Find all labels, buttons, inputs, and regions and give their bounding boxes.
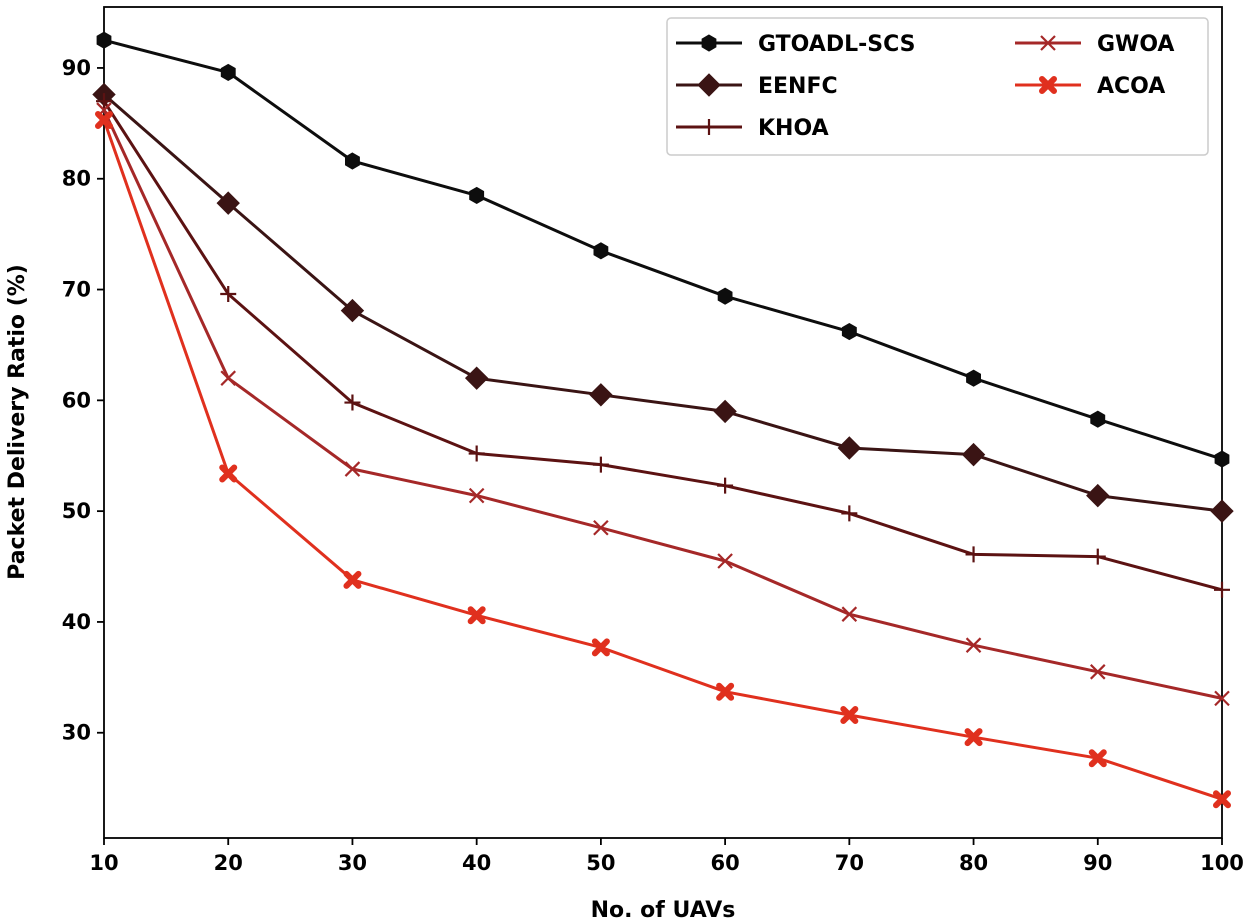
legend-entry-gtoadl-scs: GTOADL-SCS bbox=[676, 32, 915, 57]
data-point-gwoa bbox=[468, 487, 485, 504]
data-point-khoa bbox=[965, 546, 982, 563]
legend-label-gwoa: GWOA bbox=[1097, 32, 1174, 57]
data-point-gwoa bbox=[1090, 664, 1106, 680]
data-point-gwoa bbox=[841, 606, 858, 622]
legend-entry-gwoa: GWOA bbox=[1015, 32, 1174, 57]
x-tick-label: 90 bbox=[1083, 851, 1112, 875]
y-tick-label: 70 bbox=[62, 278, 91, 302]
data-point-gtoadl-scs bbox=[345, 152, 360, 170]
data-point-acoa bbox=[219, 464, 238, 483]
data-point-eenfc bbox=[837, 436, 862, 460]
data-point-khoa bbox=[96, 93, 112, 110]
legend: GTOADL-SCS EENFC KHOA GWOA ACOA bbox=[666, 17, 1209, 156]
legend-label-eenfc: EENFC bbox=[758, 74, 838, 99]
data-point-acoa bbox=[840, 706, 859, 725]
legend-label-gtoadl-scs: GTOADL-SCS bbox=[758, 32, 915, 57]
legend-marker-acoa bbox=[1039, 76, 1057, 94]
data-point-khoa bbox=[1214, 581, 1230, 598]
series-gtoadl-scs bbox=[96, 31, 1230, 468]
data-point-gtoadl-scs bbox=[966, 369, 981, 387]
series-line-khoa bbox=[102, 100, 1223, 592]
series-gwoa bbox=[96, 102, 1230, 707]
data-point-acoa bbox=[1088, 749, 1107, 768]
data-point-eenfc bbox=[340, 298, 365, 323]
data-point-eenfc bbox=[1086, 483, 1110, 508]
data-point-gwoa bbox=[593, 519, 609, 536]
series-eenfc bbox=[92, 82, 1234, 523]
legend-marker-gtoadl-scs bbox=[701, 34, 717, 52]
data-point-gwoa bbox=[220, 370, 236, 386]
x-tick-label: 70 bbox=[835, 851, 864, 875]
y-tick-label: 50 bbox=[62, 499, 91, 523]
data-point-acoa bbox=[95, 111, 113, 130]
legend-entry-khoa: KHOA bbox=[676, 116, 829, 141]
legend-marker-eenfc bbox=[697, 73, 721, 97]
data-point-eenfc bbox=[589, 383, 613, 407]
data-point-acoa bbox=[716, 682, 735, 701]
legend-entry-acoa: ACOA bbox=[1015, 74, 1165, 99]
data-point-eenfc bbox=[1210, 499, 1234, 523]
data-point-gwoa bbox=[717, 553, 733, 569]
data-point-gtoadl-scs bbox=[717, 287, 733, 305]
legend-entry-eenfc: EENFC bbox=[676, 73, 838, 99]
data-point-eenfc bbox=[464, 366, 489, 390]
series-line-eenfc bbox=[103, 93, 1223, 513]
x-tick-label: 80 bbox=[959, 851, 988, 875]
y-tick-label: 90 bbox=[62, 56, 91, 80]
data-point-gwoa bbox=[965, 637, 982, 653]
data-point-khoa bbox=[841, 505, 858, 522]
legend-marker-khoa bbox=[701, 119, 717, 135]
x-tick-label: 10 bbox=[89, 851, 118, 875]
legend-label-acoa: ACOA bbox=[1097, 74, 1165, 99]
x-tick-label: 100 bbox=[1200, 851, 1244, 875]
data-point-eenfc bbox=[961, 442, 986, 467]
data-point-gwoa bbox=[344, 461, 361, 477]
legend-label-khoa: KHOA bbox=[758, 116, 829, 141]
data-point-acoa bbox=[343, 570, 362, 589]
data-point-gtoadl-scs bbox=[220, 63, 236, 81]
x-tick-label: 30 bbox=[338, 851, 367, 875]
data-point-khoa bbox=[220, 285, 237, 302]
data-point-gtoadl-scs bbox=[1090, 410, 1106, 428]
y-tick-label: 80 bbox=[62, 167, 91, 191]
x-tick-label: 20 bbox=[214, 851, 243, 875]
data-point-khoa bbox=[344, 394, 361, 411]
data-point-gwoa bbox=[1214, 690, 1230, 707]
y-axis-title: Packet Delivery Ratio (%) bbox=[5, 264, 30, 580]
x-tick-label: 40 bbox=[462, 851, 491, 875]
data-point-gtoadl-scs bbox=[96, 31, 112, 49]
data-point-acoa bbox=[467, 606, 486, 625]
x-axis-title: No. of UAVs bbox=[591, 898, 736, 922]
legend-entries: GTOADL-SCS EENFC KHOA GWOA ACOA bbox=[676, 32, 1174, 141]
data-point-eenfc bbox=[216, 191, 240, 215]
y-tick-label: 40 bbox=[62, 610, 91, 634]
legend-marker-gwoa bbox=[1040, 35, 1056, 51]
data-point-khoa bbox=[1089, 548, 1106, 565]
y-axis: 30 40 50 60 70 80 90 bbox=[62, 56, 104, 745]
series-acoa bbox=[95, 111, 1231, 809]
series-layer bbox=[92, 31, 1234, 809]
x-tick-label: 50 bbox=[586, 851, 615, 875]
y-tick-label: 30 bbox=[62, 721, 91, 745]
data-point-gtoadl-scs bbox=[1214, 450, 1230, 468]
data-point-khoa bbox=[468, 445, 485, 462]
data-point-gtoadl-scs bbox=[841, 323, 857, 341]
data-point-acoa bbox=[1213, 790, 1231, 809]
series-line-gtoadl-scs bbox=[103, 38, 1223, 461]
data-point-eenfc bbox=[713, 399, 737, 424]
data-point-khoa bbox=[592, 456, 609, 473]
data-point-acoa bbox=[591, 638, 610, 657]
data-point-gtoadl-scs bbox=[593, 242, 609, 260]
series-line-acoa bbox=[102, 119, 1223, 801]
data-point-acoa bbox=[964, 728, 983, 747]
data-point-gtoadl-scs bbox=[469, 186, 485, 204]
data-point-khoa bbox=[717, 477, 734, 494]
y-tick-label: 60 bbox=[62, 388, 91, 412]
legend-box bbox=[666, 17, 1209, 156]
x-axis: 10 20 30 40 50 60 70 80 90 100 bbox=[89, 838, 1244, 875]
series-khoa bbox=[96, 93, 1230, 598]
series-line-gwoa bbox=[102, 109, 1223, 700]
x-tick-label: 60 bbox=[710, 851, 739, 875]
